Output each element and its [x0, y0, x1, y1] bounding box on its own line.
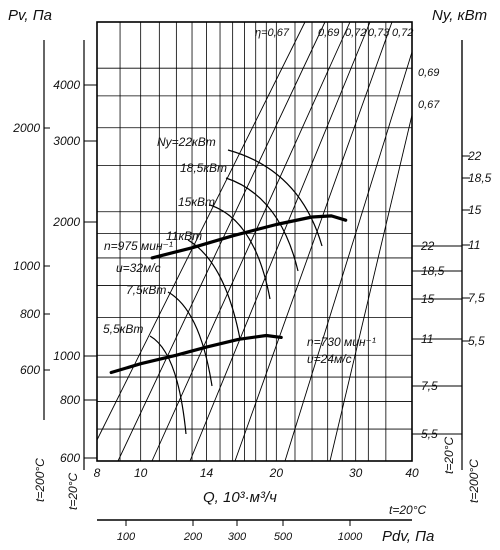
pv-200-tick-label: 1000: [13, 259, 40, 273]
ny-200-tick-label: 7,5: [468, 291, 485, 305]
efficiency-lines: 0,69 0,72 0,73 0,72 0,69 0,67: [96, 21, 440, 462]
x-tick-label: 20: [269, 466, 284, 480]
ny-200-tick-label: 11: [468, 238, 480, 252]
ny-20-tick-label: 11: [421, 332, 433, 346]
power-label: 7,5кВт: [126, 283, 166, 297]
pdv-tick-label: 200: [183, 531, 203, 543]
efficiency-line: [329, 114, 413, 462]
series-label: u=32м/с: [116, 261, 161, 275]
efficiency-line: [284, 51, 413, 462]
right-temp-200-label: t=200°C: [467, 459, 481, 503]
power-label: Ny=22кВт: [157, 135, 216, 149]
series-label: n=730 мин⁻¹: [307, 335, 376, 349]
power-curve: [149, 335, 187, 435]
efficiency-label: 0,67: [418, 99, 440, 111]
power-curve: [167, 291, 213, 387]
x-tick-label: 30: [349, 466, 363, 480]
series-layer: n=975 мин⁻¹ u=32м/с n=730 мин⁻¹ u=24м/с: [104, 214, 376, 375]
x-axis-title: Q, 10³·м³/ч: [203, 489, 277, 506]
power-label: 5,5кВт: [103, 322, 143, 336]
x-tick-label: 40: [405, 466, 419, 480]
efficiency-label: 0,69: [318, 27, 339, 39]
pv-20-tick-label: 3000: [53, 134, 80, 148]
left-temp-200-label: t=200°C: [33, 458, 47, 502]
efficiency-label: 0,72: [345, 27, 366, 39]
ny-200-tick-label: 5,5: [468, 334, 485, 348]
eta-title: η=0,67: [255, 27, 290, 39]
efficiency-line: [117, 21, 326, 462]
plot-frame: [96, 21, 413, 462]
axes: 8 10 14 20 30 40 600 800 1000 2000 3000 4000 600 800 1…: [12, 21, 492, 543]
pv-200-tick-label: 800: [20, 307, 40, 321]
efficiency-line: [96, 21, 306, 441]
ny-200-tick-label: 15: [468, 203, 482, 217]
power-curve: [209, 204, 271, 300]
ny-200-tick-label: 18,5: [468, 171, 492, 185]
power-curves: Ny=22кВт 18,5кВт 15кВт 11кВт 7,5кВт 5,5кВт: [103, 135, 323, 435]
grid-layer: [97, 22, 412, 461]
pdv-tick-label: 1000: [338, 531, 363, 543]
ny-20-tick-label: 7,5: [421, 379, 438, 393]
pv-200-tick-label: 2000: [12, 121, 40, 135]
y-axis-title: Pv, Па: [8, 7, 52, 24]
efficiency-label: 0,69: [418, 67, 439, 79]
x-tick-label: 14: [200, 466, 214, 480]
pv-20-tick-label: 4000: [53, 78, 80, 92]
pdv-tick-label: 100: [117, 531, 136, 543]
efficiency-label: 0,73: [368, 27, 390, 39]
bottom-temp-20-label: t=20°C: [389, 503, 426, 517]
pv-20-tick-label: 800: [60, 393, 80, 407]
x-tick-label: 10: [134, 466, 148, 480]
ny-200-tick-label: 22: [467, 149, 482, 163]
power-label: 18,5кВт: [180, 161, 227, 175]
ny-20-tick-label: 5,5: [421, 427, 438, 441]
efficiency-label: 0,72: [392, 27, 413, 39]
power-label: 11кВт: [166, 229, 202, 243]
left-temp-20-label: t=20°C: [66, 473, 80, 510]
pv-20-tick-label: 600: [60, 451, 80, 465]
pv-20-tick-label: 1000: [53, 349, 80, 363]
ny-20-tick-label: 15: [421, 292, 435, 306]
ny-20-tick-label: 18,5: [421, 264, 445, 278]
y2-axis-title: Ny, кВт: [432, 7, 487, 24]
x-tick-label: 8: [94, 466, 101, 480]
pdv-tick-label: 500: [274, 531, 293, 543]
efficiency-line: [189, 21, 371, 462]
pv-200-tick-label: 600: [20, 363, 40, 377]
series-label: u=24м/с: [307, 352, 352, 366]
power-curve: [225, 177, 299, 272]
series-label: n=975 мин⁻¹: [104, 239, 173, 253]
pdv-tick-label: 300: [228, 531, 247, 543]
efficiency-line: [234, 21, 393, 462]
right-temp-20-label: t=20°C: [442, 437, 456, 474]
pdv-axis-title: Pdv, Па: [382, 528, 434, 545]
power-curve: [227, 149, 323, 247]
ny-20-tick-label: 22: [420, 239, 435, 253]
power-label: 15кВт: [178, 195, 215, 209]
pv-20-tick-label: 2000: [52, 215, 80, 229]
